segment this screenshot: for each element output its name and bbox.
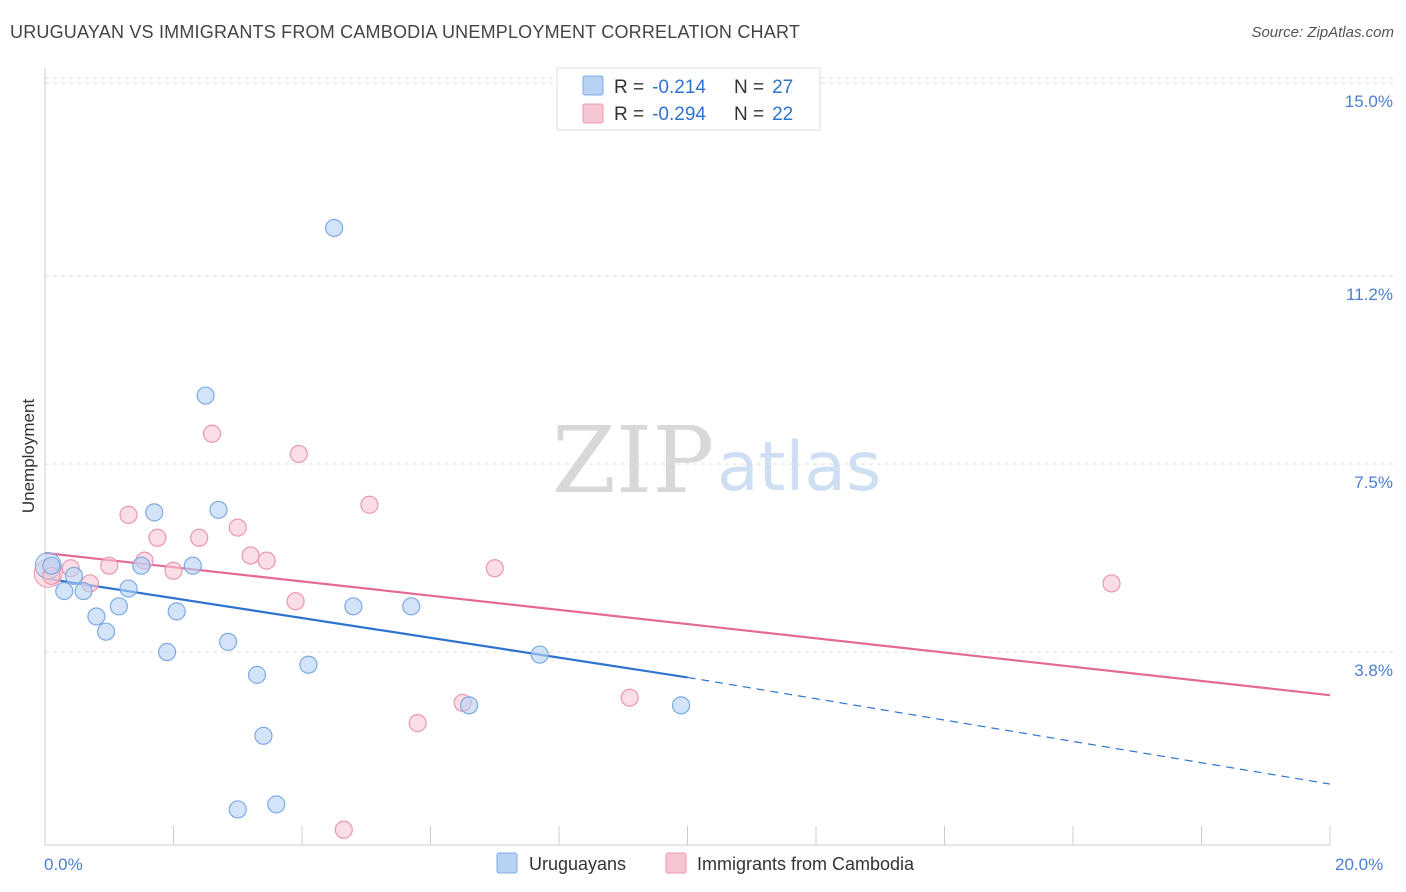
x-tick-label-max: 20.0% [1335,855,1383,874]
point-uruguayans-18 [254,726,273,745]
stats-n-value-2: 22 [772,104,793,125]
point-uruguayans-6 [109,597,128,616]
point-uruguayans-9 [145,503,164,522]
y-tick-label-1: 7.5% [1354,473,1393,492]
y-tick-label-0: 3.8% [1354,661,1393,680]
point-uruguayans-3 [74,581,93,601]
point-uruguayans-10 [157,642,177,662]
point-uruguayans-5 [96,622,116,641]
point-uruguayans-26 [671,696,691,715]
watermark-zip: ZIP [552,407,714,514]
point-cambodia-21 [1102,574,1121,593]
point-cambodia-14 [289,444,308,464]
point-cambodia-11 [241,546,260,565]
point-uruguayans-1 [55,581,74,601]
stats-r-value-1: -0.214 [652,77,706,98]
point-cambodia-9 [202,424,222,443]
watermark: ZIP atlas [552,407,881,514]
point-uruguayans-16 [228,800,247,819]
point-cambodia-4 [119,505,138,525]
point-cambodia-12 [257,551,276,570]
point-uruguayans-14 [209,500,228,519]
chart-title: URUGUAYAN VS IMMIGRANTS FROM CAMBODIA UN… [10,22,801,42]
series-legend: Uruguayans Immigrants from Cambodia [496,852,915,874]
x-tick-marks [44,826,1331,845]
svg-text:N =27: N = 27 [734,77,793,98]
legend-label-cambodia: Immigrants from Cambodia [697,854,915,874]
point-uruguayans-15 [219,632,238,651]
point-cambodia-10 [228,518,247,537]
legend-swatch-cambodia [665,852,687,874]
source-note: Source: ZipAtlas.com [1251,24,1394,41]
y-tick-label-2: 11.2% [1346,285,1393,304]
stats-r-value-2: -0.294 [652,104,706,125]
point-uruguayans-2 [64,566,84,585]
point-cambodia-19 [485,559,504,578]
stats-r-label-2: R = [614,104,644,125]
point-uruguayans-19 [267,795,286,814]
point-cambodia-13 [286,592,305,611]
trend-line-uruguayans [44,577,688,679]
point-uruguayans-7 [119,579,138,598]
point-cambodia-17 [408,714,427,733]
point-cambodia-15 [334,820,353,839]
point-cambodia-20 [620,688,639,707]
data-points [33,218,1121,839]
grid-lines [45,77,1394,653]
stats-n-label-2: N = [734,104,764,125]
point-uruguayans-23 [402,597,421,616]
point-cambodia-16 [360,495,379,514]
svg-text:R =-0.214: R = -0.214 [614,77,706,98]
trend-line-uruguayans-extension [687,676,1331,785]
trend-lines [44,551,1331,785]
point-uruguayans-21 [325,218,344,238]
svg-text:N =22: N = 22 [734,104,793,125]
trend-line-cambodia [44,551,1331,697]
point-uruguayans-24 [459,696,479,715]
legend-label-uruguayans: Uruguayans [529,854,626,874]
point-cambodia-7 [164,561,183,580]
stats-legend: R = -0.214 N = 27 R = -0.294 N = 22 [556,67,821,131]
point-uruguayans-8 [132,556,151,575]
stats-legend-swatch-blue [582,75,604,96]
x-tick-label-min: 0.0% [44,855,83,874]
stats-r-label-1: R = [614,77,644,98]
y-tick-labels: 3.8% 7.5% 11.2% 15.0% [1345,92,1393,680]
point-uruguayans-17 [247,665,267,684]
y-tick-label-3: 15.0% [1345,92,1393,111]
point-uruguayans-0 [42,556,61,575]
point-uruguayans-12 [183,556,202,575]
point-cambodia-3 [100,556,119,575]
point-cambodia-8 [190,528,209,547]
point-uruguayans-11 [167,602,186,621]
svg-text:R =-0.294: R = -0.294 [614,104,706,125]
point-uruguayans-25 [530,645,549,664]
watermark-atlas: atlas [717,428,881,507]
stats-n-value-1: 27 [772,77,793,98]
point-cambodia-6 [148,528,167,547]
point-uruguayans-22 [344,597,363,616]
point-uruguayans-13 [196,386,215,405]
legend-swatch-uruguayans [496,852,518,874]
point-uruguayans-4 [87,607,106,626]
point-uruguayans-20 [299,655,318,674]
y-axis-label: Unemployment [19,399,38,514]
stats-n-label-1: N = [734,77,764,98]
stats-legend-swatch-pink [582,103,604,124]
